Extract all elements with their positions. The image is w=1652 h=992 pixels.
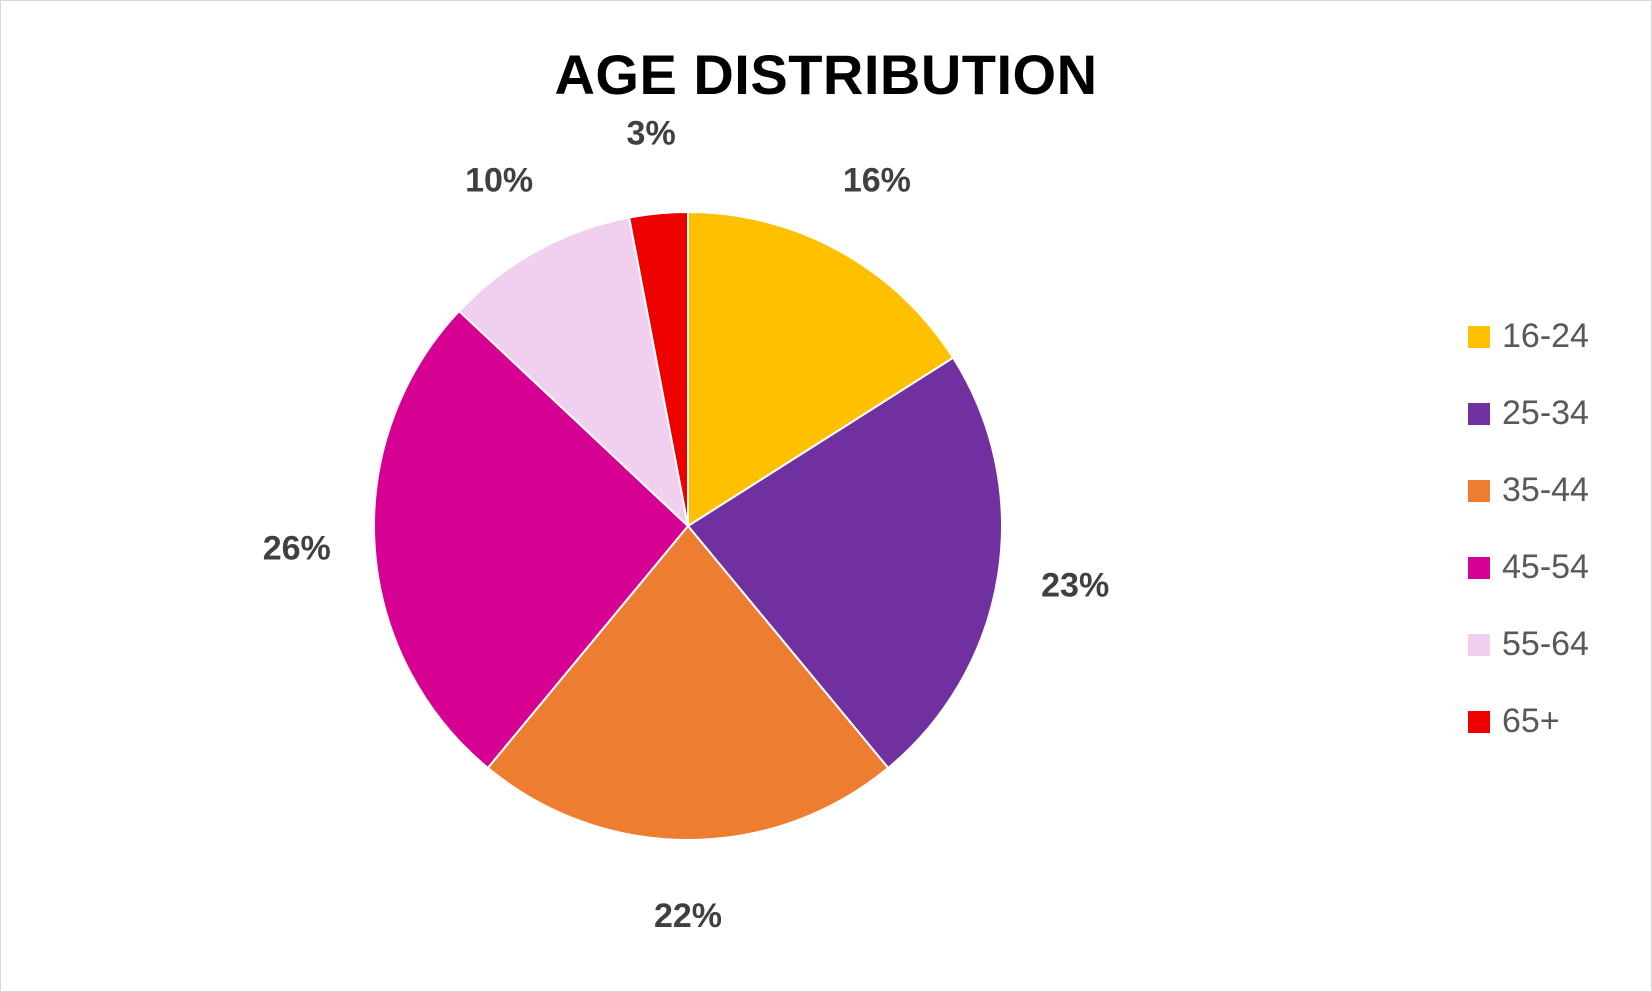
legend-swatch	[1468, 402, 1490, 425]
legend-label: 65+	[1502, 702, 1560, 740]
data-label-16-24: 16%	[843, 161, 911, 199]
chart-title: AGE DISTRIBUTION	[554, 43, 1098, 106]
legend-item: 55-64	[1468, 606, 1589, 683]
data-label-45-54: 26%	[263, 530, 331, 568]
legend-label: 55-64	[1502, 625, 1589, 663]
data-label-35-44: 22%	[654, 897, 722, 935]
legend-label: 16-24	[1502, 317, 1589, 355]
data-label-65+: 3%	[627, 115, 676, 153]
legend-item: 25-34	[1468, 375, 1589, 452]
legend: 16-24 25-34 35-44 45-54 55-64 65+	[1468, 317, 1589, 798]
legend-swatch	[1468, 710, 1490, 733]
pie-slice-35-44	[486, 524, 890, 841]
legend-label: 25-34	[1502, 394, 1589, 432]
legend-label: 35-44	[1502, 471, 1589, 509]
legend-item: 16-24	[1468, 298, 1589, 375]
legend-item: 45-54	[1468, 529, 1589, 606]
pie-slice-16-24	[687, 210, 955, 528]
data-label-25-34: 23%	[1041, 566, 1109, 604]
legend-item: 35-44	[1468, 452, 1589, 529]
legend-swatch	[1468, 325, 1490, 348]
data-label-55-64: 10%	[465, 161, 533, 199]
legend-item: 65+	[1468, 683, 1589, 760]
pie-slice-55-64	[457, 216, 690, 529]
legend-swatch	[1468, 479, 1490, 502]
pie-slice-25-34	[686, 356, 1003, 770]
legend-label: 45-54	[1502, 548, 1589, 586]
legend-swatch	[1468, 556, 1490, 579]
pie-slice-65+	[627, 210, 689, 527]
pie-data-labels: 16% 23% 22% 26% 10% 3%	[263, 115, 1109, 935]
legend-swatch	[1468, 633, 1490, 656]
pie-slice-45-54	[373, 309, 690, 770]
pie-slices	[373, 210, 1003, 841]
